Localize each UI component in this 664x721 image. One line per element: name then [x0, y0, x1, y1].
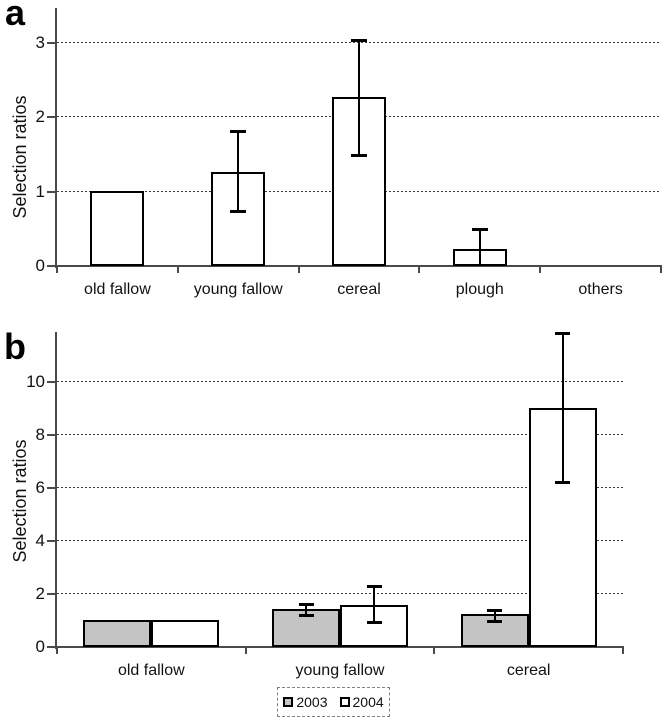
- x-tick: [297, 267, 300, 273]
- y-tick-label: 3: [35, 32, 45, 52]
- bar-selection-ratio-old-fallow: [90, 190, 145, 266]
- legend-label: 2004: [352, 694, 384, 710]
- legend-swatch-icon: [339, 697, 350, 707]
- gridline: [57, 593, 623, 594]
- x-tick: [622, 648, 624, 654]
- error-bar: [237, 131, 240, 212]
- legend-item-2004: 2004: [339, 694, 384, 710]
- error-cap-top: [366, 585, 382, 589]
- y-tick: [47, 593, 57, 595]
- legend-label: 2003: [296, 694, 328, 710]
- x-tick: [176, 267, 179, 273]
- error-cap-bottom: [366, 621, 382, 625]
- bar-2003-old-fallow: [83, 619, 152, 647]
- x-category-label: young fallow: [295, 662, 385, 679]
- bar-selection-ratio-cereal: [332, 97, 386, 266]
- x-axis: [55, 646, 624, 648]
- x-tick: [660, 267, 662, 273]
- x-category-label: young fallow: [193, 281, 283, 298]
- x-category-label: cereal: [506, 662, 551, 679]
- y-tick: [47, 265, 57, 267]
- error-cap-top: [555, 331, 571, 335]
- legend-item-2003: 2003: [283, 694, 328, 710]
- y-tick: [47, 190, 57, 193]
- y-tick-label: 6: [35, 478, 45, 497]
- y-tick: [47, 646, 57, 648]
- x-category-label: old fallow: [117, 662, 185, 679]
- y-tick-label: 2: [35, 584, 45, 603]
- error-bar: [493, 609, 496, 622]
- y-axis: [55, 332, 57, 649]
- y-axis: [55, 8, 57, 268]
- gridline: [57, 381, 623, 382]
- x-tick: [418, 267, 421, 273]
- gridline: [57, 487, 623, 488]
- error-cap-bottom: [351, 153, 367, 157]
- panel-b-y-axis-title: Selection ratios: [10, 439, 30, 563]
- y-tick: [47, 381, 57, 383]
- error-cap-bottom: [487, 619, 503, 623]
- x-category-label: old fallow: [84, 281, 151, 298]
- gridline: [57, 434, 623, 435]
- x-axis: [55, 265, 662, 267]
- panel-a-letter: a: [5, 0, 26, 33]
- gridline: [57, 540, 623, 541]
- panel-b-letter: b: [4, 326, 26, 367]
- error-cap-bottom: [298, 613, 314, 617]
- error-bar: [358, 40, 360, 156]
- y-tick: [47, 116, 57, 118]
- error-cap-bottom: [230, 209, 247, 213]
- error-cap-top: [471, 228, 488, 232]
- y-tick: [47, 540, 57, 542]
- x-category-label: plough: [455, 281, 504, 298]
- x-tick: [56, 267, 58, 273]
- y-tick-label: 1: [35, 181, 45, 201]
- legend-swatch-icon: [283, 697, 294, 707]
- x-category-label: cereal: [337, 281, 381, 298]
- y-tick-label: 2: [35, 107, 45, 126]
- y-tick-label: 4: [35, 531, 45, 550]
- error-cap-top: [487, 608, 503, 612]
- y-tick-label: 10: [26, 372, 45, 391]
- x-tick: [433, 648, 436, 654]
- error-cap-top: [298, 602, 314, 606]
- error-bar: [561, 332, 564, 483]
- y-tick: [47, 434, 57, 436]
- error-bar: [305, 603, 307, 616]
- x-tick: [56, 648, 58, 654]
- y-tick: [47, 41, 57, 44]
- error-bar: [478, 229, 481, 266]
- error-cap-top: [230, 130, 247, 134]
- y-tick: [47, 487, 57, 489]
- y-tick-label: 0: [35, 256, 45, 275]
- y-tick-label: 0: [35, 637, 45, 656]
- error-bar: [373, 586, 375, 624]
- error-cap-top: [351, 39, 367, 43]
- x-category-label: others: [578, 281, 623, 298]
- x-tick: [244, 648, 247, 654]
- error-cap-bottom: [555, 480, 571, 484]
- y-tick-label: 8: [35, 425, 45, 444]
- legend: 2003 2004: [277, 687, 390, 717]
- bar-2004-old-fallow: [151, 619, 220, 647]
- x-tick: [539, 267, 542, 273]
